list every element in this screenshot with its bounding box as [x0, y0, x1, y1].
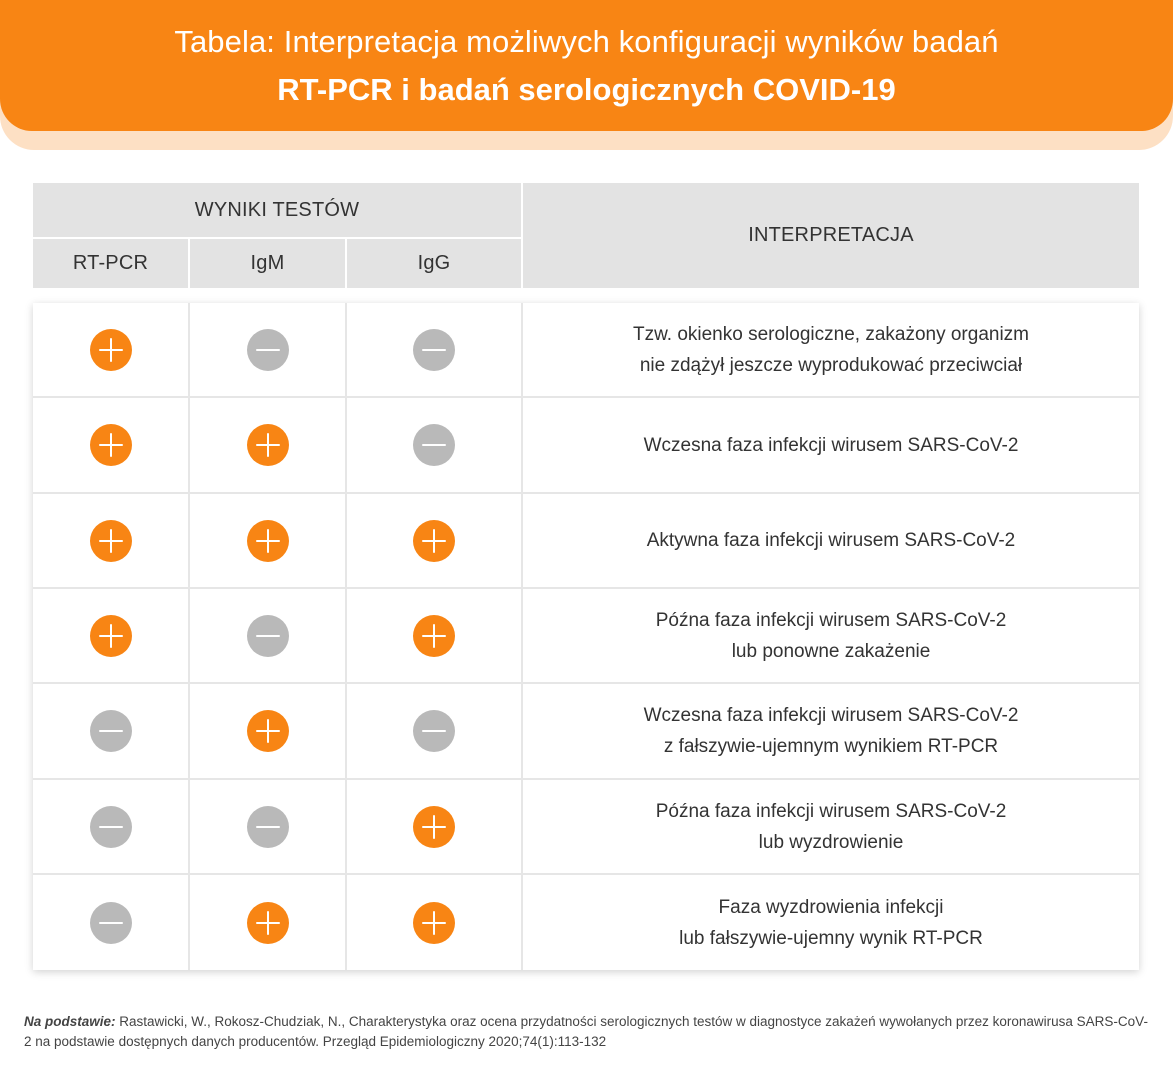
- interpretation-cell: Wczesna faza infekcji wirusem SARS-CoV-2…: [523, 684, 1139, 778]
- column-header-igg: IgG: [417, 251, 451, 274]
- igg-result-cell: [347, 398, 521, 492]
- interpretation-text: Wczesna faza infekcji wirusem SARS-CoV-2: [643, 434, 1019, 456]
- table-header: WYNIKI TESTÓW RT-PCR IgM IgG INTERPRETAC…: [33, 183, 1139, 288]
- minus-circle-icon: [89, 710, 132, 752]
- plus-circle-icon: [413, 805, 455, 848]
- column-header-igm: IgM: [250, 251, 285, 274]
- igg-result-cell: [347, 589, 521, 682]
- rt-pcr-result-cell: [33, 494, 188, 587]
- table-body: Tzw. okienko serologiczne, zakażony orga…: [33, 303, 1139, 970]
- igg-result-cell: [347, 684, 521, 778]
- igm-result-cell: [190, 398, 345, 492]
- minus-circle-icon: [413, 710, 455, 752]
- plus-circle-icon: [89, 424, 132, 466]
- interpretation-cell: Tzw. okienko serologiczne, zakażony orga…: [523, 303, 1139, 396]
- title-banner: Tabela: Interpretacja możliwych konfigur…: [0, 0, 1173, 131]
- citation-text: Rastawicki, W., Rokosz-Chudziak, N., Cha…: [24, 1014, 1148, 1049]
- igm-result-cell: [190, 494, 345, 587]
- table-row: Aktywna faza infekcji wirusem SARS-CoV-2: [33, 494, 1139, 589]
- column-divider: [188, 303, 190, 970]
- table-row: Późna faza infekcji wirusem SARS-CoV-2 l…: [33, 780, 1139, 875]
- interpretation-cell: Wczesna faza infekcji wirusem SARS-CoV-2: [523, 398, 1139, 492]
- citation-lead: Na podstawie:: [24, 1014, 116, 1029]
- interpretation-cell: Faza wyzdrowienia infekcji lub fałszywie…: [523, 875, 1139, 970]
- igm-result-cell: [190, 589, 345, 682]
- minus-circle-icon: [413, 328, 455, 371]
- interpretation-text: Tzw. okienko serologiczne, zakażony orga…: [632, 323, 1030, 376]
- interpretation-text: Aktywna faza infekcji wirusem SARS-CoV-2: [646, 530, 1016, 551]
- column-header-rt-pcr: RT-PCR: [72, 251, 149, 274]
- table-row: Faza wyzdrowienia infekcji lub fałszywie…: [33, 875, 1139, 970]
- header-divider: [33, 237, 521, 239]
- interpretation-cell: Późna faza infekcji wirusem SARS-CoV-2 l…: [523, 780, 1139, 873]
- interpretation-text: Późna faza infekcji wirusem SARS-CoV-2 l…: [655, 609, 1007, 662]
- table-row: Wczesna faza infekcji wirusem SARS-CoV-2…: [33, 684, 1139, 780]
- rt-pcr-result-cell: [33, 780, 188, 873]
- group-header-test-results: WYNIKI TESTÓW: [194, 199, 360, 221]
- interpretation-text: Wczesna faza infekcji wirusem SARS-CoV-2…: [643, 705, 1019, 757]
- plus-circle-icon: [413, 901, 455, 944]
- column-divider: [345, 303, 347, 970]
- interpretation-text: Faza wyzdrowienia infekcji lub fałszywie…: [679, 896, 983, 949]
- plus-circle-icon: [246, 424, 289, 466]
- minus-circle-icon: [89, 901, 132, 944]
- rt-pcr-result-cell: [33, 589, 188, 682]
- header-divider: [521, 183, 523, 288]
- plus-circle-icon: [413, 614, 455, 657]
- plus-circle-icon: [89, 519, 132, 562]
- header-divider: [345, 238, 347, 288]
- plus-circle-icon: [246, 901, 289, 944]
- column-divider: [521, 303, 523, 970]
- igg-result-cell: [347, 875, 521, 970]
- igg-result-cell: [347, 303, 521, 396]
- interpretation-cell: Późna faza infekcji wirusem SARS-CoV-2 l…: [523, 589, 1139, 682]
- table-row: Wczesna faza infekcji wirusem SARS-CoV-2: [33, 398, 1139, 494]
- title-line-1: Tabela: Interpretacja możliwych konfigur…: [174, 24, 999, 59]
- rt-pcr-result-cell: [33, 398, 188, 492]
- table-row: Późna faza infekcji wirusem SARS-CoV-2 l…: [33, 589, 1139, 684]
- plus-circle-icon: [246, 710, 289, 752]
- igg-result-cell: [347, 780, 521, 873]
- igm-result-cell: [190, 684, 345, 778]
- interpretation-cell: Aktywna faza infekcji wirusem SARS-CoV-2: [523, 494, 1139, 587]
- header-divider: [188, 238, 190, 288]
- rt-pcr-result-cell: [33, 303, 188, 396]
- title-line-2: RT-PCR i badań serologicznych COVID-19: [277, 72, 896, 107]
- column-header-interpretation: INTERPRETACJA: [748, 224, 914, 246]
- rt-pcr-result-cell: [33, 684, 188, 778]
- table-row: Tzw. okienko serologiczne, zakażony orga…: [33, 303, 1139, 398]
- source-citation: Na podstawie: Rastawicki, W., Rokosz-Chu…: [24, 1012, 1154, 1052]
- plus-circle-icon: [413, 519, 455, 562]
- plus-circle-icon: [89, 614, 132, 657]
- igm-result-cell: [190, 780, 345, 873]
- rt-pcr-result-cell: [33, 875, 188, 970]
- igg-result-cell: [347, 494, 521, 587]
- interpretation-text: Późna faza infekcji wirusem SARS-CoV-2 l…: [655, 800, 1007, 853]
- plus-circle-icon: [246, 519, 289, 562]
- igm-result-cell: [190, 303, 345, 396]
- minus-circle-icon: [89, 805, 132, 848]
- minus-circle-icon: [413, 424, 455, 466]
- igm-result-cell: [190, 875, 345, 970]
- minus-circle-icon: [246, 614, 289, 657]
- minus-circle-icon: [246, 328, 289, 371]
- minus-circle-icon: [246, 805, 289, 848]
- plus-circle-icon: [89, 328, 132, 371]
